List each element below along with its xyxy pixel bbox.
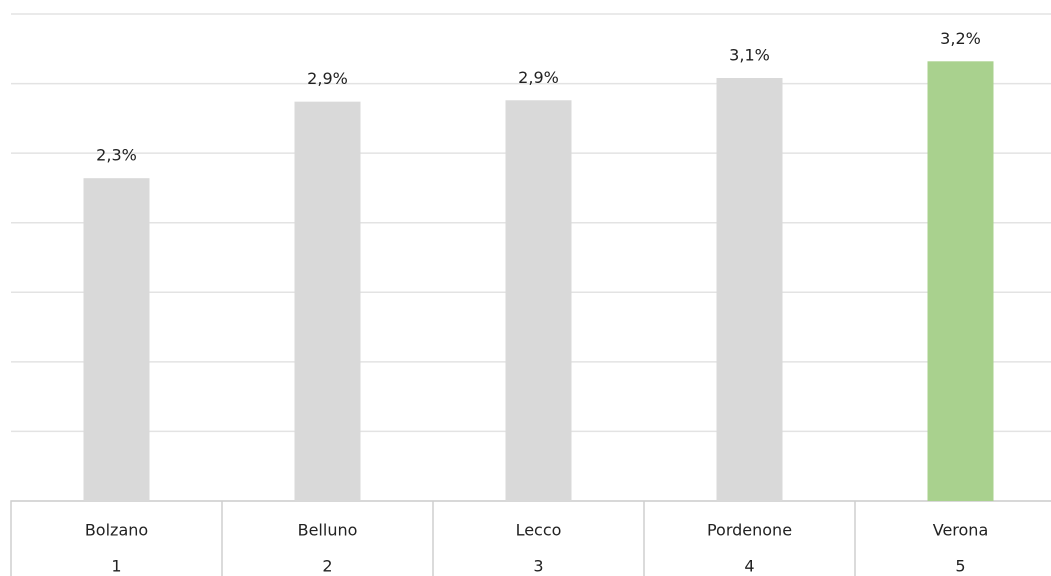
bar bbox=[83, 178, 150, 501]
value-label: 3,2% bbox=[940, 29, 981, 48]
category-label: Lecco bbox=[516, 521, 562, 540]
category-label: Bolzano bbox=[85, 521, 148, 540]
value-label: 3,1% bbox=[729, 46, 770, 65]
bar bbox=[505, 100, 572, 502]
bar bbox=[294, 101, 361, 501]
rank-label: 3 bbox=[533, 557, 543, 576]
value-label: 2,3% bbox=[96, 146, 137, 165]
bar bbox=[927, 61, 994, 502]
rank-label: 2 bbox=[322, 557, 332, 576]
rank-label: 4 bbox=[744, 557, 754, 576]
value-label: 2,9% bbox=[518, 68, 559, 87]
rank-label: 5 bbox=[955, 557, 965, 576]
category-label: Pordenone bbox=[707, 521, 792, 540]
rank-label: 1 bbox=[111, 557, 121, 576]
category-label: Verona bbox=[933, 521, 989, 540]
bar bbox=[716, 78, 783, 502]
category-label: Belluno bbox=[298, 521, 358, 540]
value-label: 2,9% bbox=[307, 69, 348, 88]
